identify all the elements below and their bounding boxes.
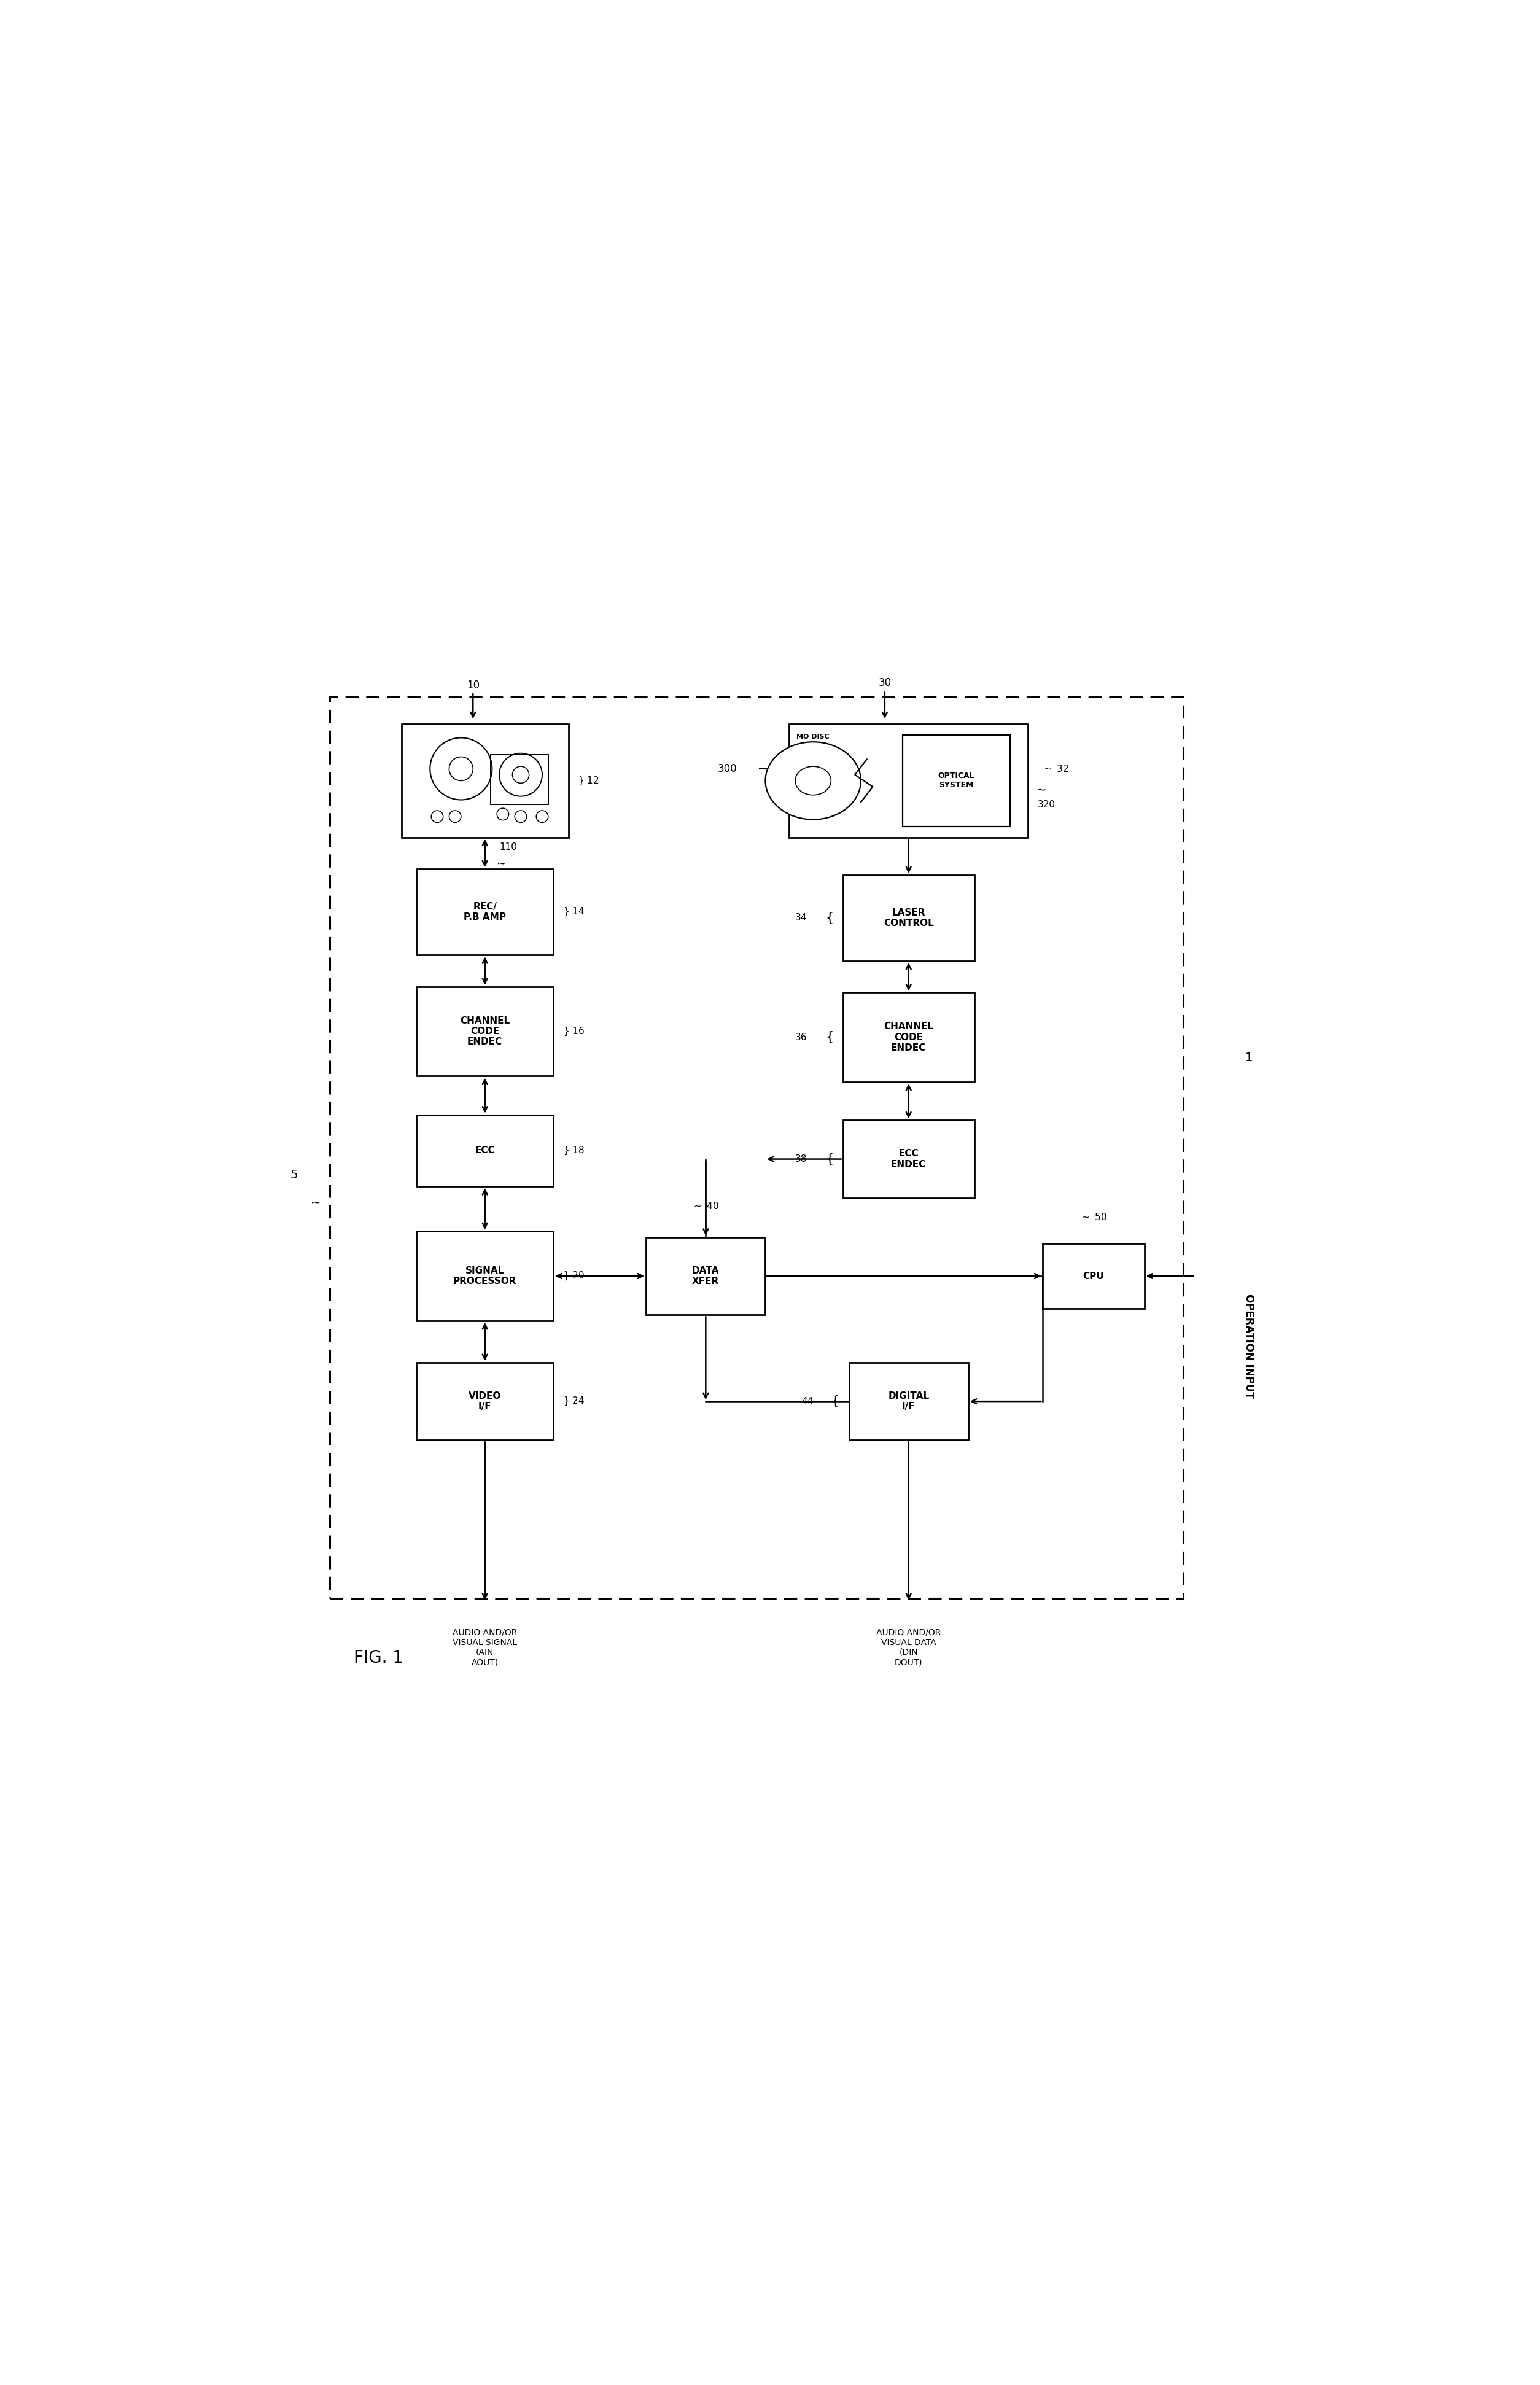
Bar	[491, 754, 548, 804]
Text: ECC: ECC	[474, 1147, 494, 1154]
Text: AUDIO AND/OR
VISUAL SIGNAL
(AIN
AOUT): AUDIO AND/OR VISUAL SIGNAL (AIN AOUT)	[453, 1629, 517, 1667]
Text: 38: 38	[795, 1154, 807, 1164]
Bar	[416, 1114, 553, 1185]
Text: OPTICAL
SYSTEM: OPTICAL SYSTEM	[938, 773, 975, 789]
Text: 5: 5	[290, 1169, 297, 1181]
Text: SIGNAL
PROCESSOR: SIGNAL PROCESSOR	[453, 1266, 517, 1286]
Text: $\{$: $\{$	[832, 1393, 839, 1410]
Bar	[330, 696, 1183, 1598]
Ellipse shape	[765, 742, 861, 820]
Bar	[416, 1362, 553, 1441]
Text: 36: 36	[795, 1033, 807, 1042]
Text: OPERATION INPUT: OPERATION INPUT	[1243, 1293, 1254, 1398]
Text: $\sim$: $\sim$	[1033, 782, 1046, 794]
Text: 1: 1	[1244, 1052, 1252, 1064]
Bar	[402, 725, 568, 837]
Bar	[790, 725, 1029, 837]
Bar	[902, 735, 1010, 828]
Text: $\sim$: $\sim$	[494, 856, 507, 868]
Text: DATA
XFER: DATA XFER	[691, 1266, 719, 1286]
Bar	[842, 1121, 975, 1197]
Text: REC/
P.B AMP: REC/ P.B AMP	[464, 902, 507, 923]
Text: 10: 10	[467, 680, 479, 692]
Text: 30: 30	[878, 677, 892, 689]
Text: $\{$: $\{$	[825, 911, 833, 925]
Text: 320: 320	[1038, 799, 1055, 809]
Text: $\}$ 24: $\}$ 24	[564, 1395, 585, 1407]
Text: $\}$ 20: $\}$ 20	[564, 1271, 585, 1281]
Bar	[842, 875, 975, 961]
Text: DIGITAL
I/F: DIGITAL I/F	[889, 1390, 929, 1412]
Text: FIG. 1: FIG. 1	[354, 1650, 403, 1667]
Text: 300: 300	[718, 763, 738, 775]
Text: 110: 110	[499, 842, 517, 851]
Bar	[842, 992, 975, 1083]
Text: $\}$ 14: $\}$ 14	[564, 906, 585, 918]
Bar	[416, 868, 553, 954]
Text: 44: 44	[801, 1398, 813, 1407]
Bar	[1043, 1243, 1144, 1309]
Text: CHANNEL
CODE
ENDEC: CHANNEL CODE ENDEC	[884, 1023, 933, 1052]
Text: MO DISC: MO DISC	[796, 735, 830, 739]
Text: CPU: CPU	[1083, 1271, 1104, 1281]
Text: CHANNEL
CODE
ENDEC: CHANNEL CODE ENDEC	[460, 1016, 510, 1047]
Bar	[849, 1362, 969, 1441]
Text: VIDEO
I/F: VIDEO I/F	[468, 1390, 502, 1412]
Text: AUDIO AND/OR
VISUAL DATA
(DIN
DOUT): AUDIO AND/OR VISUAL DATA (DIN DOUT)	[876, 1629, 941, 1667]
Text: $\sim$ 50: $\sim$ 50	[1080, 1212, 1107, 1221]
Text: $\}$ 16: $\}$ 16	[564, 1026, 585, 1037]
Text: $\{$: $\{$	[825, 1152, 833, 1166]
Text: $\sim$ 32: $\sim$ 32	[1043, 763, 1069, 773]
Text: $\sim$: $\sim$	[308, 1195, 320, 1207]
Bar	[647, 1238, 765, 1314]
Text: $\{$: $\{$	[825, 1030, 833, 1045]
Bar	[416, 1231, 553, 1321]
Bar	[416, 987, 553, 1076]
Text: ECC
ENDEC: ECC ENDEC	[892, 1150, 926, 1169]
Text: LASER
CONTROL: LASER CONTROL	[884, 909, 933, 928]
Ellipse shape	[795, 766, 832, 794]
Text: $\sim$ 40: $\sim$ 40	[691, 1202, 719, 1212]
Text: $\}$ 12: $\}$ 12	[578, 775, 599, 787]
Text: $\}$ 18: $\}$ 18	[564, 1145, 585, 1157]
Text: 34: 34	[795, 913, 807, 923]
